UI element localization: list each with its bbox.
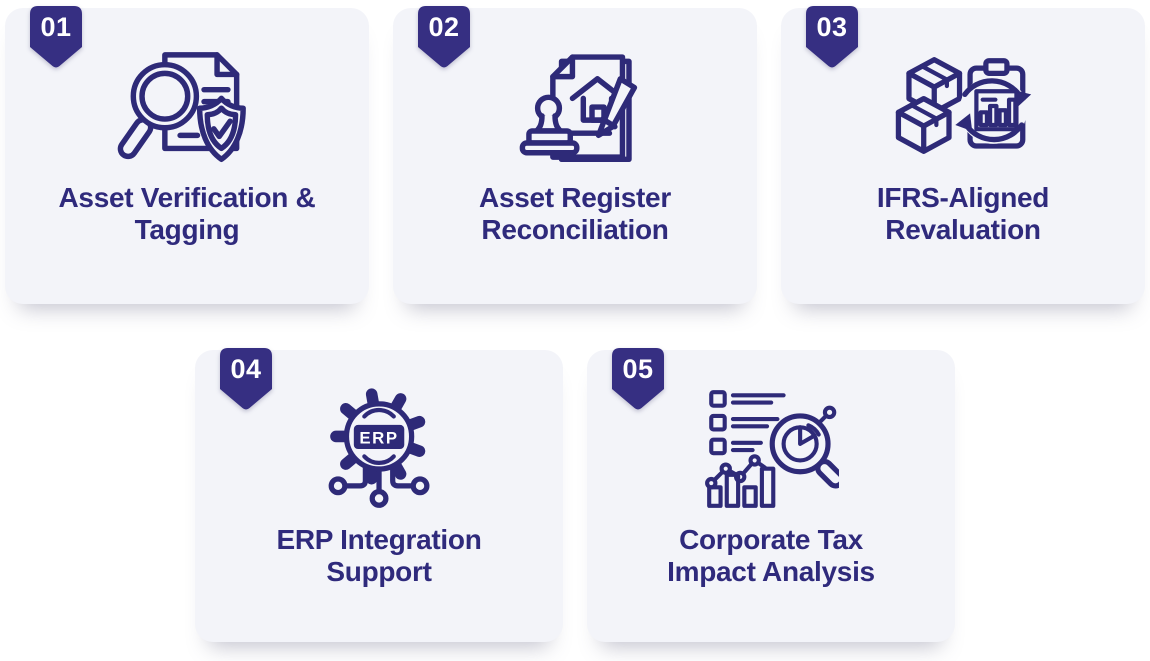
ribbon-badge-shape — [220, 348, 272, 410]
ribbon-badge-shape — [806, 6, 858, 68]
service-card-4: 04 ERP — [195, 348, 563, 642]
tax-analysis-illustration — [704, 390, 840, 508]
card-title-line1: Asset Verification & — [58, 182, 316, 213]
card-title-line2: Tagging — [134, 214, 240, 246]
card-title-line2: Reconciliation — [481, 214, 669, 246]
ribbon-badge-shape — [612, 348, 664, 410]
document-stamp-pencil-icon — [393, 8, 757, 172]
card-title-line2: Support — [326, 556, 432, 588]
badge-number: 03 — [816, 12, 848, 42]
card-title-line2: Impact Analysis — [667, 556, 875, 588]
ribbon-badge-shape — [30, 6, 82, 68]
badge-number: 01 — [40, 12, 72, 42]
card-title-line1: ERP Integration — [276, 524, 482, 555]
service-card-5: 05 — [587, 348, 955, 642]
service-card-2: 02 — [393, 6, 757, 304]
card-title: IFRS-Aligned Revaluation — [781, 182, 1145, 247]
erp-integration-illustration: ERP — [328, 388, 430, 508]
number-badge: 01 — [27, 3, 85, 71]
card-title: Asset Verification & Tagging — [5, 182, 369, 247]
service-card-3: 03 — [781, 6, 1145, 304]
revaluation-illustration — [896, 57, 1032, 154]
card-title-line1: Asset Register — [479, 182, 671, 213]
card-title-line2: Revaluation — [885, 214, 1041, 246]
erp-label: ERP — [359, 428, 398, 447]
services-row-1: 01 Asset Verification & Tagg — [0, 0, 1150, 304]
boxes-clipboard-sync-icon — [781, 8, 1145, 172]
card-title: ERP Integration Support — [195, 524, 563, 589]
card-title-line1: Corporate Tax — [679, 524, 863, 555]
badge-number: 02 — [428, 12, 460, 42]
number-badge: 03 — [803, 3, 861, 71]
asset-register-illustration — [520, 54, 638, 163]
card-title: Asset Register Reconciliation — [393, 182, 757, 247]
services-grid: 01 Asset Verification & Tagg — [0, 0, 1150, 642]
checklist-chart-magnifier-icon — [587, 350, 955, 514]
badge-number: 05 — [622, 354, 654, 384]
number-badge: 04 — [217, 345, 275, 413]
card-title: Corporate Tax Impact Analysis — [587, 524, 955, 589]
number-badge: 02 — [415, 3, 473, 71]
erp-gear-circuit-icon: ERP — [195, 350, 563, 514]
ribbon-badge-shape — [418, 6, 470, 68]
services-row-2: 04 ERP — [0, 348, 1150, 642]
asset-verification-illustration — [118, 52, 247, 163]
service-card-1: 01 Asset Verification & Tagg — [5, 6, 369, 304]
card-title-line1: IFRS-Aligned — [876, 182, 1050, 213]
magnifier-document-shield-icon — [5, 8, 369, 172]
badge-number: 04 — [230, 354, 262, 384]
number-badge: 05 — [609, 345, 667, 413]
